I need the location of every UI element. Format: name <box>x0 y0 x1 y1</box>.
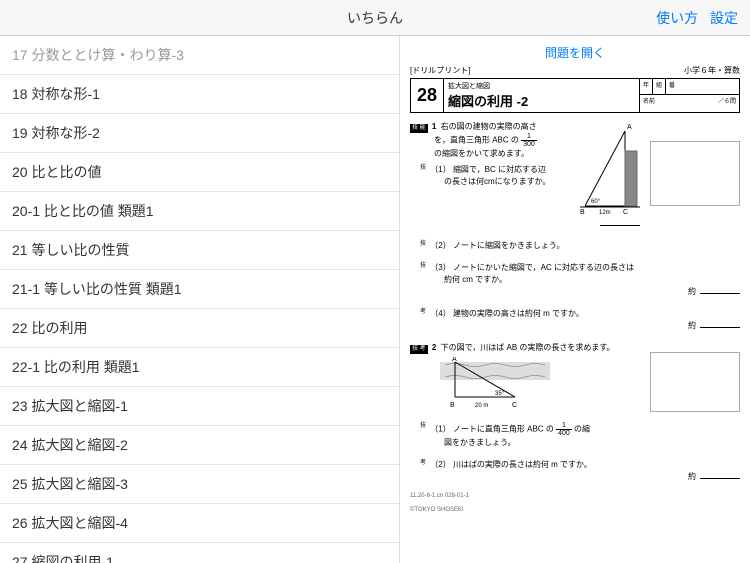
sidebar-item[interactable]: 22 比の利用 <box>0 309 399 348</box>
problem-3: 技 （3） ノートにかいた縮図で，AC に対応する辺の長さは 約何 cm ですか… <box>420 262 740 298</box>
sidebar-item[interactable]: 21 等しい比の性質 <box>0 231 399 270</box>
problem-5: 技 考 2 下の図で，川はば AB の実際の長さを求めます。 A 35° B 2… <box>410 342 740 412</box>
p6-label: 技 <box>420 422 426 431</box>
p5-num: 2 <box>432 342 436 354</box>
problem-6: 技 （1） ノートに直角三角形 ABC の 1400 の縮 図をかきましょう。 <box>420 422 740 449</box>
info-year: 年 <box>640 79 653 94</box>
prob-num-1: 1 <box>432 121 436 133</box>
p3-text1: ノートにかいた縮図で，AC に対応する辺の長さは <box>453 263 634 272</box>
info-name: 名前 <box>643 96 655 111</box>
header-actions: 使い方 設定 <box>648 8 738 28</box>
p6-text2: の縮 <box>574 425 590 434</box>
main-area: 17 分数ととけ算・わり算-318 対称な形-119 対称な形-220 比と比の… <box>0 36 750 563</box>
p6-text3: 図をかきましょう。 <box>444 437 740 449</box>
info-class: 組 <box>653 79 666 94</box>
header-title: いちらん <box>347 8 403 28</box>
p1-sub1-num: （1） <box>430 165 450 174</box>
title-subtitle: 拡大図と縮図 <box>448 81 635 91</box>
p3-text2: 約何 cm ですか。 <box>444 274 740 286</box>
open-problem-link[interactable]: 問題を開く <box>410 44 740 61</box>
info-score: ／６問 <box>718 96 736 111</box>
title-main: 拡大図と縮図 縮図の利用 -2 <box>444 79 639 112</box>
grade-label: 小学６年・算数 <box>684 65 740 76</box>
p6-text1: ノートに直角三角形 ABC の <box>453 425 554 434</box>
svg-text:20 m: 20 m <box>475 403 488 409</box>
svg-text:A: A <box>452 357 457 363</box>
p7-num: （2） <box>430 460 450 469</box>
app-header: いちらん 使い方 設定 <box>0 0 750 36</box>
settings-link[interactable]: 設定 <box>710 10 738 26</box>
answer-line-3 <box>700 293 740 294</box>
p3-label: 技 <box>420 262 426 271</box>
answer-line-1 <box>600 225 640 226</box>
worksheet-content: 問題を開く [ドリルプリント] 小学６年・算数 28 拡大図と縮図 縮図の利用 … <box>400 36 750 563</box>
triangle-diagram-2: A 35° B 20 m C <box>440 357 560 412</box>
p4-label: 考 <box>420 308 426 317</box>
p2-label: 技 <box>420 240 426 249</box>
svg-text:A: A <box>627 124 632 131</box>
problem-2: 技 （2） ノートに縮図をかきましょう。 <box>420 240 740 252</box>
p6-num: （1） <box>430 425 450 434</box>
fraction-6: 1400 <box>556 422 572 437</box>
svg-text:B: B <box>580 209 585 216</box>
sidebar-item[interactable]: 25 拡大図と縮図-3 <box>0 465 399 504</box>
svg-text:C: C <box>512 402 517 409</box>
answer-box-5 <box>650 352 740 412</box>
info-num: 番 <box>666 79 739 94</box>
p1-sub-label: 技 <box>420 164 426 173</box>
sidebar-item[interactable]: 22-1 比の利用 類題1 <box>0 348 399 387</box>
p3-yaku: 約 <box>688 287 696 296</box>
sidebar-item[interactable]: 17 分数ととけ算・わり算-3 <box>0 36 399 75</box>
title-box: 28 拡大図と縮図 縮図の利用 -2 年 組 番 名前 ／６問 <box>410 78 740 113</box>
p1-line1: 右の図の建物の実際の高さ <box>441 122 537 131</box>
p4-yaku: 約 <box>688 321 696 330</box>
p1-sub1-text: 縮図で，BC に対応する辺 <box>453 165 546 174</box>
title-text: 縮図の利用 -2 <box>448 91 635 110</box>
p2-text: ノートに縮図をかきましょう。 <box>453 241 565 250</box>
p4-text: 建物の実際の高さは約何 m ですか。 <box>453 309 584 318</box>
prob-label-1: 技 能 <box>410 124 428 133</box>
p4-num: （4） <box>430 309 450 318</box>
problem-7: 考 （2） 川はばの実際の長さは約何 m ですか。 約 <box>420 459 740 483</box>
svg-text:35°: 35° <box>495 391 505 397</box>
p5-text: 下の図で，川はば AB の実際の長さを求めます。 <box>441 343 615 352</box>
p7-label: 考 <box>420 459 426 468</box>
sidebar-item[interactable]: 24 拡大図と縮図-2 <box>0 426 399 465</box>
sidebar-item[interactable]: 19 対称な形-2 <box>0 114 399 153</box>
sidebar-list[interactable]: 17 分数ととけ算・わり算-318 対称な形-119 対称な形-220 比と比の… <box>0 36 400 563</box>
p7-yaku: 約 <box>688 472 696 481</box>
svg-text:60°: 60° <box>591 199 601 205</box>
problem-1: A 60° B 12m C 技 能 1 右の図の建物の実際の高さ を，直角三角形… <box>410 121 740 230</box>
sidebar-item[interactable]: 26 拡大図と縮図-4 <box>0 504 399 543</box>
svg-text:B: B <box>450 402 455 409</box>
answer-box-1 <box>650 141 740 206</box>
triangle-diagram-1: A 60° B 12m C <box>575 121 645 216</box>
sidebar-item[interactable]: 18 対称な形-1 <box>0 75 399 114</box>
p2-num: （2） <box>430 241 450 250</box>
worksheet-top-row: [ドリルプリント] 小学６年・算数 <box>410 65 740 76</box>
fraction-1: 1300 <box>521 133 537 148</box>
sidebar-item[interactable]: 20-1 比と比の値 類題1 <box>0 192 399 231</box>
p7-text: 川はばの実際の長さは約何 m ですか。 <box>453 460 592 469</box>
sidebar-item[interactable]: 21-1 等しい比の性質 類題1 <box>0 270 399 309</box>
sidebar-item[interactable]: 27 縮図の利用-1 <box>0 543 399 563</box>
answer-line-4 <box>700 327 740 328</box>
p3-num: （3） <box>430 263 450 272</box>
title-info: 年 組 番 名前 ／６問 <box>639 79 739 112</box>
title-number: 28 <box>411 79 444 112</box>
svg-text:12m: 12m <box>599 210 611 216</box>
sidebar-item[interactable]: 23 拡大図と縮図-1 <box>0 387 399 426</box>
drill-label: [ドリルプリント] <box>410 65 470 76</box>
svg-text:C: C <box>623 209 628 216</box>
problem-4: 考 （4） 建物の実際の高さは約何 m ですか。 約 <box>420 308 740 332</box>
footer-copyright: ©TOKYO SHOSEKI <box>410 507 740 513</box>
answer-line-7 <box>700 478 740 479</box>
footer-code: 11.20-6-1.cn 028-01-1 <box>410 493 740 499</box>
help-link[interactable]: 使い方 <box>656 10 698 26</box>
sidebar-item[interactable]: 20 比と比の値 <box>0 153 399 192</box>
p5-label: 技 考 <box>410 345 428 354</box>
